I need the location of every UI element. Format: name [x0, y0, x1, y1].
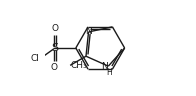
Text: Cl: Cl: [31, 54, 40, 63]
Text: S: S: [52, 43, 59, 53]
Text: N: N: [101, 62, 108, 71]
Text: O: O: [52, 24, 59, 33]
Text: CH₃: CH₃: [71, 61, 87, 70]
Text: H: H: [107, 68, 112, 77]
Text: N: N: [85, 27, 92, 36]
Text: O: O: [50, 63, 57, 72]
